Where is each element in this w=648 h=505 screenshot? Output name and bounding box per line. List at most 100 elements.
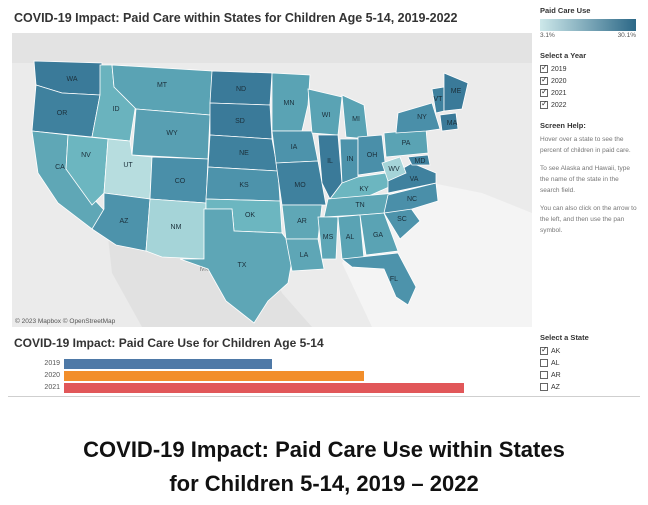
bar-row[interactable]: 2020	[8, 371, 528, 381]
state-md[interactable]	[407, 154, 431, 166]
state-label-ca: CA	[55, 164, 65, 171]
year-option-label: 2021	[551, 89, 567, 97]
states-layer[interactable]: WA OR CA NV ID MT WY UT AZ CO NM ND SD NE KS OK TX MN IA MO…	[31, 60, 469, 324]
state-label-tn: TN	[355, 202, 364, 209]
bar-2019[interactable]	[64, 359, 272, 369]
map-svg[interactable]: Mexico WAORCANVIDMTWYUTAZCONMNDSDNEKSOKT…	[12, 33, 532, 327]
state-label-or: OR	[57, 110, 68, 117]
us-map[interactable]: Mexico WAORCANVIDMTWYUTAZCONMNDSDNEKSOKT…	[12, 33, 532, 327]
state-tx[interactable]	[179, 208, 295, 324]
state-label-al: AL	[346, 234, 355, 241]
year-option-label: 2020	[551, 77, 567, 85]
help-paragraph: To see Alaska and Hawaii, type the name …	[540, 165, 630, 194]
year-option[interactable]: 2020	[540, 75, 640, 87]
bar-row[interactable]: 2019	[8, 359, 528, 369]
state-label-nd: ND	[236, 86, 246, 93]
state-label-la: LA	[300, 252, 309, 259]
state-la[interactable]	[285, 238, 325, 272]
help-paragraph: You can also click on the arrow to the l…	[540, 205, 637, 234]
state-label-wa: WA	[66, 76, 77, 83]
checkbox[interactable]	[540, 87, 548, 97]
checkbox[interactable]	[540, 75, 548, 85]
state-label-oh: OH	[367, 152, 378, 159]
state-label-sc: SC	[397, 216, 407, 223]
state-label-id: ID	[113, 106, 120, 113]
caption-line-1: COVID-19 Impact: Paid Care Use within St…	[83, 437, 565, 462]
state-label-nv: NV	[81, 152, 91, 159]
figure-caption: COVID-19 Impact: Paid Care Use within St…	[0, 433, 648, 501]
state-fl[interactable]	[340, 252, 417, 306]
state-label-tx: TX	[238, 262, 247, 269]
state-option[interactable]: AZ	[540, 381, 640, 393]
state-label-ok: OK	[245, 212, 255, 219]
state-label-sd: SD	[235, 118, 245, 125]
state-option[interactable]: AK	[540, 345, 640, 357]
bar-chart[interactable]: 2019 2020 2021	[8, 359, 528, 395]
state-label-il: IL	[327, 158, 333, 165]
state-label-wi: WI	[322, 112, 331, 119]
state-label-me: ME	[451, 88, 462, 95]
state-label-ia: IA	[291, 144, 298, 151]
year-option[interactable]: 2021	[540, 87, 640, 99]
bar-2020[interactable]	[64, 371, 364, 381]
legend-max: 30.1%	[617, 32, 636, 39]
state-nm[interactable]	[145, 198, 207, 260]
state-wv[interactable]	[381, 156, 407, 182]
state-label-ga: GA	[373, 232, 383, 239]
checkbox[interactable]	[540, 359, 548, 367]
state-ms[interactable]	[317, 216, 339, 260]
legend-gradient	[540, 19, 636, 31]
state-ma[interactable]	[439, 112, 459, 132]
bar-category-label: 2021	[44, 384, 60, 391]
state-filter-list: AK AL AR AZ	[540, 345, 640, 393]
state-label-va: VA	[410, 176, 419, 183]
year-option-label: 2022	[551, 101, 567, 109]
state-label-ks: KS	[239, 182, 249, 189]
checkbox[interactable]	[540, 99, 548, 109]
side-panel: Paid Care Use 3.1% 30.1% Select a Year 2…	[540, 6, 640, 243]
state-label-pa: PA	[402, 140, 411, 147]
state-label-ms: MS	[323, 234, 334, 241]
bar-2021[interactable]	[64, 383, 464, 393]
map-attribution: © 2023 Mapbox © OpenStreetMap	[15, 318, 116, 325]
year-option-label: 2019	[551, 65, 567, 73]
state-label-mo: MO	[294, 182, 306, 189]
state-option-label: AR	[551, 371, 561, 379]
caption-line-2: for Children 5-14, 2019 – 2022	[169, 471, 479, 496]
state-me[interactable]	[443, 72, 469, 112]
checkbox[interactable]	[540, 383, 548, 391]
year-filter-title: Select a Year	[540, 51, 587, 60]
state-ga[interactable]	[359, 212, 399, 256]
state-label-ar: AR	[297, 218, 307, 225]
state-label-mt: MT	[157, 82, 168, 89]
checkbox[interactable]	[540, 371, 548, 379]
bar-row[interactable]: 2021	[8, 383, 528, 393]
state-label-ne: NE	[239, 150, 249, 157]
bar-chart-title: COVID-19 Impact: Paid Care Use for Child…	[14, 336, 324, 350]
state-option-label: AK	[551, 347, 561, 355]
help-title: Screen Help:	[540, 121, 586, 130]
checkbox[interactable]	[540, 63, 548, 73]
legend-min: 3.1%	[540, 32, 555, 39]
legend-title: Paid Care Use	[540, 6, 591, 15]
state-ny[interactable]	[395, 102, 441, 134]
state-label-ut: UT	[123, 162, 133, 169]
checkbox[interactable]	[540, 345, 548, 355]
state-option[interactable]: AL	[540, 357, 640, 369]
legend-ticks: 3.1% 30.1%	[540, 32, 636, 39]
state-option-label: AZ	[551, 383, 560, 391]
state-label-wy: WY	[166, 130, 178, 137]
state-label-in: IN	[347, 156, 354, 163]
state-label-nc: NC	[407, 196, 417, 203]
year-option[interactable]: 2019	[540, 63, 640, 75]
state-label-co: CO	[175, 178, 186, 185]
state-mn[interactable]	[271, 72, 311, 132]
state-filter-title: Select a State	[540, 333, 589, 342]
state-mo[interactable]	[275, 160, 327, 206]
bar-category-label: 2020	[44, 372, 60, 379]
bar-category-label: 2019	[44, 360, 60, 367]
year-option[interactable]: 2022	[540, 99, 640, 111]
state-filter: Select a State AK AL AR AZ	[540, 333, 640, 393]
state-label-mi: MI	[352, 116, 360, 123]
state-option[interactable]: AR	[540, 369, 640, 381]
